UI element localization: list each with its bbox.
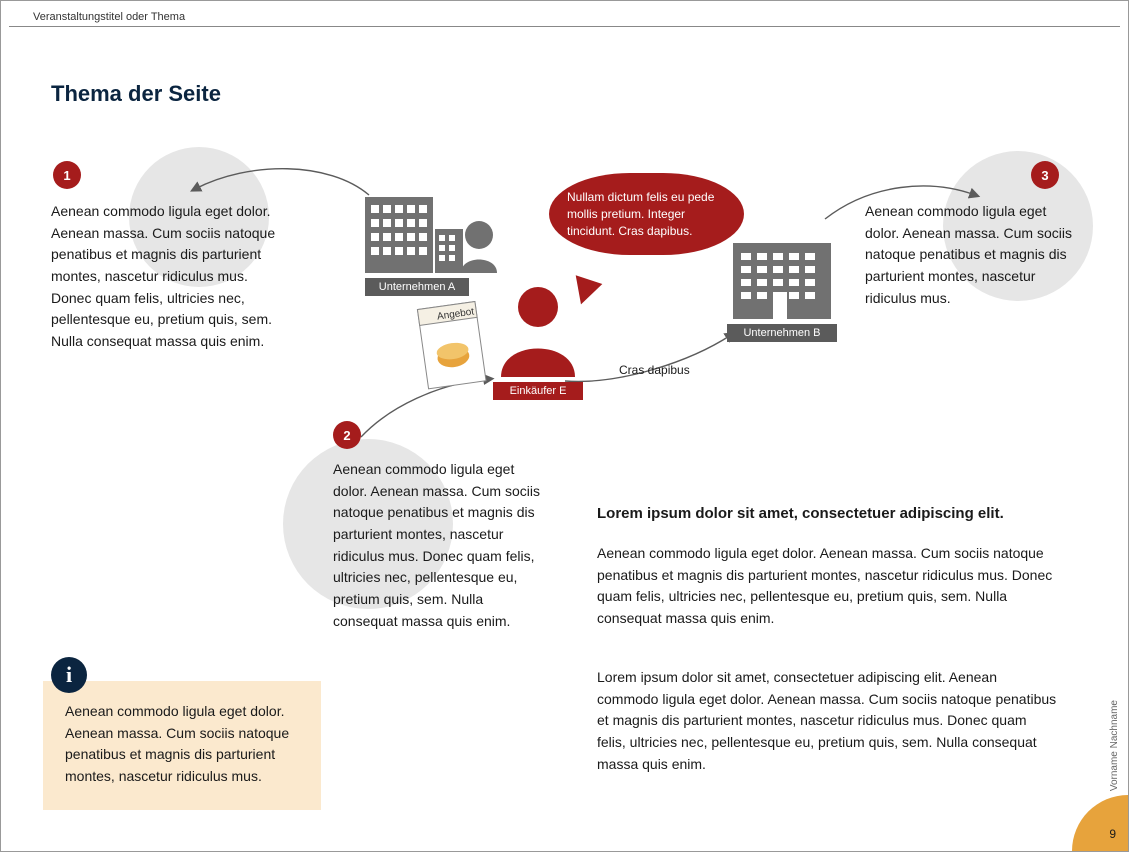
callout-1-badge: 1 [53,161,81,189]
buyer-label: Einkäufer E [493,382,583,400]
info-icon: i [51,657,87,693]
header-event-title: Veranstaltungstitel oder Thema [9,9,1120,27]
page-number: 9 [1109,827,1116,841]
callout-3-text: Aenean commodo ligula eget dolor. Aenean… [865,201,1083,309]
company-b-label: Unternehmen B [727,324,837,342]
building-b-icon [727,239,837,335]
buildings-icon [365,189,497,289]
speech-text: Nullam dictum felis eu pede mollis preti… [567,190,714,238]
callout-2-badge: 2 [333,421,361,449]
page-corner [1072,795,1128,851]
body-p1: Aenean commodo ligula eget dolor. Aenean… [597,543,1057,630]
info-box-text: Aenean commodo ligula eget dolor. Aenean… [65,703,289,784]
offer-document: Angebot [415,301,491,398]
arrow-buyer-to-b [561,331,741,391]
author-name: Vorname Nachname [1109,700,1120,791]
body-p2: Lorem ipsum dolor sit amet, consectetuer… [597,667,1057,775]
company-a-block: Unternehmen A [365,189,497,296]
company-b-block: Unternehmen B [727,239,837,342]
callout-1-text: Aenean commodo ligula eget dolor. Aenean… [51,201,281,353]
info-box: Aenean commodo ligula eget dolor. Aenean… [43,681,321,810]
speech-bubble: Nullam dictum felis eu pede mollis preti… [549,173,744,255]
body-heading: Lorem ipsum dolor sit amet, consectetuer… [597,505,1067,522]
arrow-label: Cras dapibus [619,363,690,377]
callout-3-badge: 3 [1031,161,1059,189]
callout-2-text: Aenean commodo ligula eget dolor. Aenean… [333,459,543,633]
company-a-label: Unternehmen A [365,278,469,296]
page-title: Thema der Seite [51,81,221,107]
